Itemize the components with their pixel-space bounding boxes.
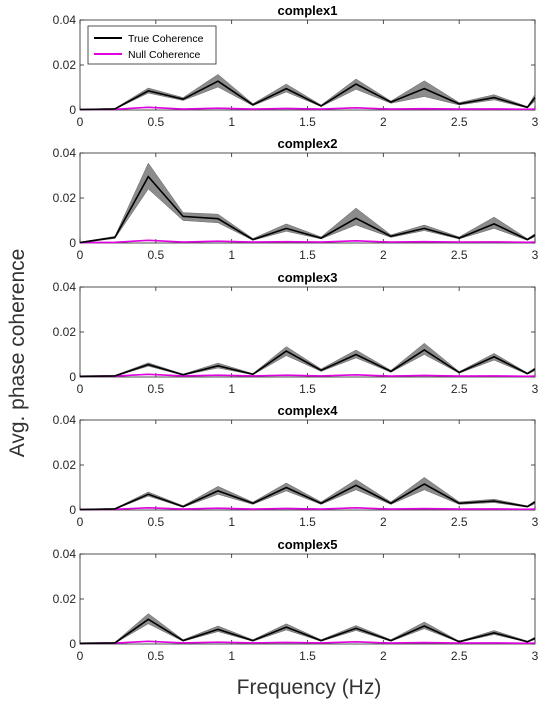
legend-true-label: True Coherence — [128, 33, 204, 45]
x-tick-label: 1.5 — [299, 248, 316, 262]
null-coherence-line — [79, 506, 536, 511]
x-tick-label: 0 — [77, 248, 84, 262]
y-tick-label: 0 — [69, 637, 76, 651]
true-coherence-line — [79, 349, 536, 378]
x-tick-label: 1.5 — [299, 382, 316, 396]
x-tick-label: 3 — [532, 382, 539, 396]
x-tick-label: 0.5 — [147, 649, 164, 663]
y-tick-label: 0 — [69, 236, 76, 250]
x-tick-label: 0 — [77, 115, 84, 129]
true-coherence-band — [79, 74, 536, 111]
panel-complex1: complex1 0 0.5 1 1.5 2 2.5 3 0 0.02 0.04 True Coher… — [53, 3, 539, 129]
x-tick-label: 2.5 — [451, 115, 468, 129]
x-tick-label: 2 — [380, 649, 387, 663]
panel-title: complex4 — [278, 403, 339, 418]
y-tick-label: 0.04 — [53, 547, 77, 561]
x-tick-label: 1 — [228, 515, 235, 529]
panel-complex3: complex3 0 0.5 1 1.5 2 2.5 3 0 0.02 0.04 — [53, 270, 539, 396]
x-tick-label: 1.5 — [299, 515, 316, 529]
x-tick-label: 3 — [532, 115, 539, 129]
null-coherence-line — [79, 373, 536, 378]
y-tick-label: 0.02 — [53, 191, 77, 205]
legend-box — [87, 25, 217, 65]
y-tick-label: 0.04 — [53, 413, 77, 427]
x-tick-label: 3 — [532, 515, 539, 529]
x-tick-label: 1 — [228, 115, 235, 129]
x-tick-label: 2.5 — [451, 248, 468, 262]
panel-title: complex5 — [278, 537, 338, 552]
y-tick-label: 0.02 — [53, 325, 77, 339]
x-tick-label: 0 — [77, 515, 84, 529]
true-coherence-band — [79, 162, 536, 244]
null-coherence-line — [79, 239, 536, 244]
true-coherence-band — [79, 613, 536, 644]
true-coherence-line — [79, 483, 536, 511]
x-tick-label: 0.5 — [147, 382, 164, 396]
null-coherence-line — [79, 106, 536, 111]
panel-title: complex1 — [278, 3, 338, 18]
x-tick-label: 2 — [380, 382, 387, 396]
y-tick-label: 0.02 — [53, 592, 77, 606]
y-tick-label: 0 — [69, 370, 76, 384]
true-coherence-line — [79, 80, 536, 111]
x-tick-label: 2 — [380, 248, 387, 262]
y-tick-label: 0 — [69, 503, 76, 517]
null-coherence-line — [79, 640, 536, 645]
y-tick-label: 0 — [69, 103, 76, 117]
x-tick-label: 1 — [228, 649, 235, 663]
x-tick-label: 1.5 — [299, 115, 316, 129]
panel-title: complex2 — [278, 136, 338, 151]
y-tick-label: 0.02 — [53, 58, 77, 72]
x-tick-label: 0.5 — [147, 515, 164, 529]
true-coherence-line — [79, 175, 536, 244]
x-tick-label: 0.5 — [147, 248, 164, 262]
x-tick-label: 0 — [77, 649, 84, 663]
y-tick-label: 0.04 — [53, 13, 77, 27]
axes-box — [79, 553, 536, 645]
panel-complex5: complex5 0 0.5 1 1.5 2 2.5 3 0 0.02 0.04 — [53, 537, 539, 663]
x-tick-label: 3 — [532, 649, 539, 663]
panel-title: complex3 — [278, 270, 338, 285]
x-tick-label: 2 — [380, 515, 387, 529]
panel-complex2: complex2 0 0.5 1 1.5 2 2.5 3 0 0.02 0.04 — [53, 136, 539, 262]
x-tick-label: 0 — [77, 382, 84, 396]
x-axis-label: Frequency (Hz) — [237, 676, 382, 699]
x-tick-label: 1.5 — [299, 649, 316, 663]
x-tick-label: 1 — [228, 248, 235, 262]
x-tick-label: 2.5 — [451, 649, 468, 663]
x-tick-label: 2.5 — [451, 515, 468, 529]
y-tick-label: 0.04 — [53, 146, 77, 160]
panels: complex1 0 0.5 1 1.5 2 2.5 3 0 0.02 0.04 True Coher… — [53, 3, 539, 663]
x-tick-label: 2.5 — [451, 382, 468, 396]
true-coherence-line — [79, 618, 536, 645]
panel-complex4: complex4 0 0.5 1 1.5 2 2.5 3 0 0.02 0.04 — [53, 403, 539, 529]
y-axis-label: Avg. phase coherence — [6, 249, 29, 458]
y-tick-label: 0.04 — [53, 280, 77, 294]
x-tick-label: 3 — [532, 248, 539, 262]
legend-null-label: Null Coherence — [128, 49, 201, 61]
true-coherence-band — [79, 342, 536, 377]
x-tick-label: 1 — [228, 382, 235, 396]
x-tick-label: 0.5 — [147, 115, 164, 129]
x-tick-label: 2 — [380, 115, 387, 129]
legend: True Coherence Null Coherence — [87, 25, 217, 65]
y-tick-label: 0.02 — [53, 458, 77, 472]
